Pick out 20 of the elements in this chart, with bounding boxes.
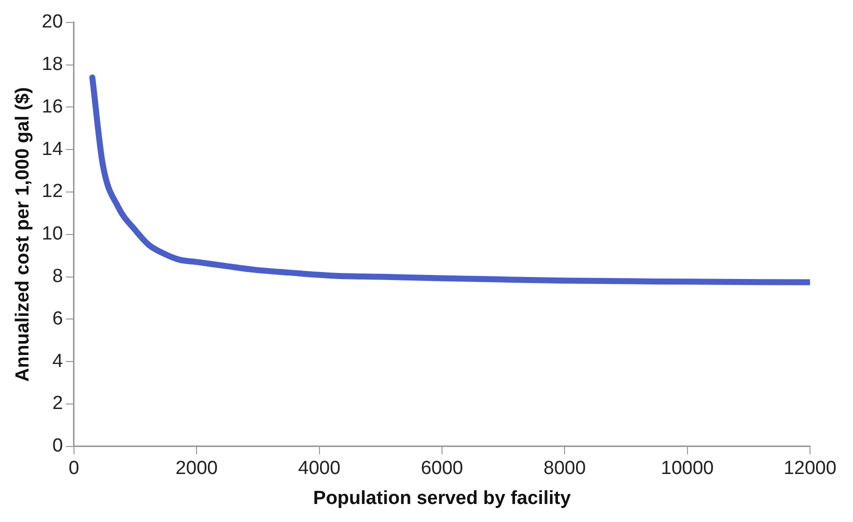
x-tick-label: 0 — [68, 458, 80, 480]
x-tick-label: 10000 — [660, 458, 714, 480]
x-tick-label: 12000 — [784, 458, 836, 480]
y-tick-label: 18 — [42, 54, 63, 76]
y-tick-label: 12 — [42, 181, 63, 202]
y-tick-label: 16 — [42, 96, 63, 118]
y-axis-title: Annualized cost per 1,000 gal ($) — [12, 87, 34, 382]
y-tick-label: 10 — [42, 224, 63, 245]
x-tick-label: 8000 — [544, 458, 586, 480]
y-tick-label: 6 — [52, 308, 63, 330]
y-tick-label: 14 — [42, 138, 64, 160]
x-tick-label: 6000 — [420, 458, 464, 480]
y-tick-label: 20 — [42, 12, 63, 33]
y-tick-label: 4 — [52, 350, 64, 372]
y-tick-label: 8 — [52, 266, 63, 288]
x-tick-label: 4000 — [298, 458, 340, 480]
y-tick-label: 0 — [52, 436, 63, 457]
x-tick-label: 2000 — [175, 458, 218, 480]
y-tick-label: 2 — [52, 393, 63, 414]
x-axis-title: Population served by facility — [313, 488, 572, 509]
